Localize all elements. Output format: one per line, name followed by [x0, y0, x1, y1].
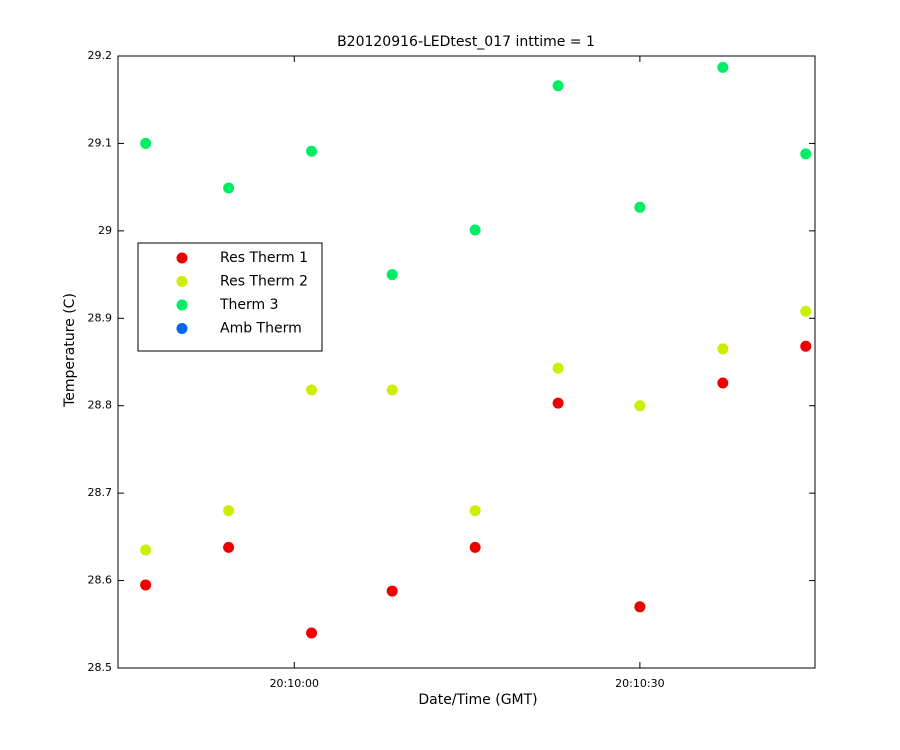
point: [469, 541, 481, 553]
y-tick-label: 29: [98, 224, 112, 237]
point: [223, 505, 235, 517]
legend-label: Therm 3: [219, 297, 279, 313]
legend-label: Res Therm 2: [220, 274, 308, 290]
point: [386, 384, 398, 396]
chart-title: B20120916-LEDtest_017 inttime = 1: [337, 34, 595, 50]
point: [634, 201, 646, 213]
point: [140, 579, 152, 591]
y-tick-label: 29.1: [88, 136, 113, 149]
y-tick-label: 28.9: [88, 311, 113, 324]
point: [386, 585, 398, 597]
point: [469, 505, 481, 517]
x-tick-label: 20:10:00: [270, 677, 319, 690]
y-tick-label: 28.5: [88, 661, 113, 674]
y-tick-label: 28.8: [88, 399, 113, 412]
legend-marker: [176, 276, 188, 287]
legend-marker: [176, 252, 188, 264]
point: [306, 384, 318, 396]
y-tick-label: 28.6: [88, 574, 113, 587]
point: [800, 305, 812, 317]
y-tick-label: 28.7: [88, 486, 113, 499]
y-tick-label: 29.2: [88, 49, 113, 62]
point: [469, 224, 481, 236]
point: [306, 627, 318, 639]
point: [223, 541, 235, 553]
legend-label: Res Therm 1: [220, 250, 308, 266]
y-axis-label: Temperature (C): [62, 293, 78, 408]
point: [306, 145, 318, 157]
point: [140, 544, 152, 556]
point: [634, 400, 646, 412]
legend-marker: [176, 299, 188, 311]
legend-label: Amb Therm: [220, 321, 302, 337]
legend-marker: [176, 323, 188, 334]
point: [140, 137, 152, 149]
point: [717, 61, 729, 73]
x-tick-label: 20:10:30: [615, 677, 664, 690]
point: [552, 362, 564, 374]
point: [223, 182, 235, 194]
x-axis-label: Date/Time (GMT): [418, 692, 537, 708]
point: [717, 343, 729, 355]
point: [552, 80, 564, 92]
point: [552, 397, 564, 409]
legend-box: [137, 242, 323, 352]
point: [717, 377, 729, 389]
point: [386, 269, 398, 281]
point: [800, 148, 812, 160]
point: [800, 340, 812, 352]
plot-frame: [117, 55, 816, 669]
point: [634, 601, 646, 613]
